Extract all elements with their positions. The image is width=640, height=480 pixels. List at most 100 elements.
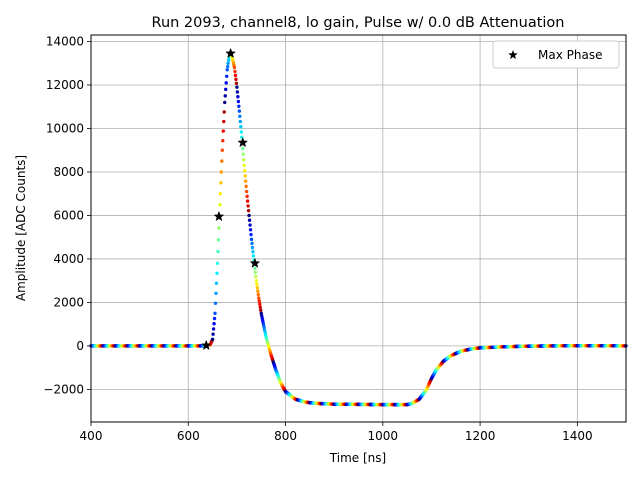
pulse-point-305: [237, 109, 242, 113]
y-tick-label-7: 12000: [46, 78, 84, 92]
y-tick-label-8: 14000: [46, 35, 84, 49]
pulse-point-323: [246, 204, 250, 208]
legend-entry-max-phase: Max Phase: [538, 48, 602, 62]
max-phase-series: [200, 47, 261, 351]
pulse-point-345: [257, 296, 261, 300]
pulse-point-346: [257, 299, 261, 303]
pulse-point-327: [248, 223, 252, 227]
pulse-point-334: [251, 254, 256, 258]
pulse-point-250: [210, 337, 215, 342]
pulse-scatter-series: [89, 51, 628, 407]
pulse-point-263: [217, 226, 221, 230]
legend: Max Phase: [492, 40, 620, 69]
pulse-point-259: [215, 271, 219, 275]
x-tick-label-4: 1200: [465, 429, 496, 443]
legend-box: [492, 40, 620, 69]
x-tick-label-5: 1400: [562, 429, 593, 443]
pulse-point-330: [249, 237, 254, 242]
pulse-point-282: [226, 61, 230, 65]
y-tick-label-2: 2000: [53, 295, 84, 309]
pulse-point-274: [222, 110, 226, 114]
pulse-point-275: [223, 100, 227, 105]
pulse-point-309: [239, 130, 243, 134]
pulse-point-272: [221, 129, 225, 133]
pulse-point-255: [213, 311, 217, 315]
x-axis-label: Time [ns]: [329, 451, 386, 465]
grid-lines: [90, 35, 626, 422]
pulse-point-257: [214, 291, 218, 295]
pulse-point-319: [244, 184, 248, 189]
y-tick-label-4: 6000: [53, 208, 84, 222]
pulse-point-299: [234, 81, 239, 85]
x-tick-label-1: 600: [177, 429, 200, 443]
pulse-point-303: [236, 99, 241, 104]
y-tick-label-1: 0: [76, 339, 84, 353]
pulse-point-279: [225, 74, 229, 79]
pulse-point-278: [224, 81, 228, 85]
pulse-point-316: [242, 168, 247, 173]
pulse-point-297: [233, 73, 238, 78]
pulse-point-308: [239, 125, 243, 129]
pulse-point-340: [254, 278, 259, 283]
max-phase-star-2: [225, 47, 237, 59]
pulse-point-267: [219, 181, 223, 185]
y-axis-label: Amplitude [ADC Counts]: [14, 155, 28, 301]
pulse-point-329: [249, 232, 253, 237]
y-tick-label-6: 10000: [46, 121, 84, 135]
pulse-point-328: [248, 228, 253, 232]
pulse-point-341: [255, 282, 259, 286]
pulse-point-331: [250, 241, 254, 246]
max-phase-star-4: [249, 257, 261, 268]
pulse-point-349: [259, 308, 263, 312]
pulse-point-300: [235, 85, 239, 89]
pulse-point-348: [258, 305, 262, 309]
pulse-point-295: [232, 65, 237, 70]
y-tick-label-0: −2000: [43, 382, 84, 396]
pulse-point-344: [256, 292, 261, 297]
pulse-point-342: [255, 285, 260, 290]
pulse-point-326: [247, 218, 252, 222]
pulse-point-320: [244, 189, 249, 194]
pulse-point-277: [224, 87, 228, 92]
pulse-point-298: [234, 77, 238, 82]
max-phase-star-1: [213, 210, 225, 222]
pulse-point-343: [256, 289, 260, 293]
x-tick-label-3: 1000: [368, 429, 399, 443]
pulse-point-296: [233, 69, 237, 74]
pulse-point-315: [242, 163, 246, 168]
pulse-point-266: [218, 192, 223, 196]
max-phase-star-0: [200, 339, 212, 351]
pulse-point-324: [246, 208, 251, 213]
pulse-point-281: [225, 64, 230, 69]
pulse-point-262: [216, 238, 221, 242]
pulse-point-252: [211, 327, 216, 331]
pulse-point-265: [218, 202, 222, 207]
legend-star-marker: [508, 50, 518, 60]
pulse-point-258: [214, 281, 219, 285]
y-tick-label-5: 8000: [53, 165, 84, 179]
pulse-point-302: [236, 95, 240, 99]
pulse-point-338: [253, 270, 258, 275]
pulse-point-261: [216, 249, 220, 254]
plot-frame: [90, 34, 627, 423]
pulse-point-314: [242, 158, 246, 162]
pulse-point-313: [241, 152, 245, 156]
x-tick-label-0: 400: [80, 429, 103, 443]
pulse-point-312: [241, 146, 245, 151]
y-tick-label-3: 4000: [53, 252, 84, 266]
pulse-point-270: [220, 148, 225, 152]
pulse-point-280: [225, 68, 229, 72]
max-phase-star-3: [237, 136, 249, 148]
pulse-point-273: [222, 119, 226, 124]
pulse-point-269: [220, 159, 224, 163]
pulse-point-332: [250, 245, 255, 250]
pulse-point-318: [243, 179, 248, 183]
pulse-point-251: [211, 332, 215, 336]
pulse-point-306: [238, 114, 242, 119]
pulse-point-307: [238, 119, 243, 124]
x-tick-label-2: 800: [274, 429, 297, 443]
pulse-point-333: [251, 250, 255, 254]
pulse-point-271: [221, 138, 225, 143]
